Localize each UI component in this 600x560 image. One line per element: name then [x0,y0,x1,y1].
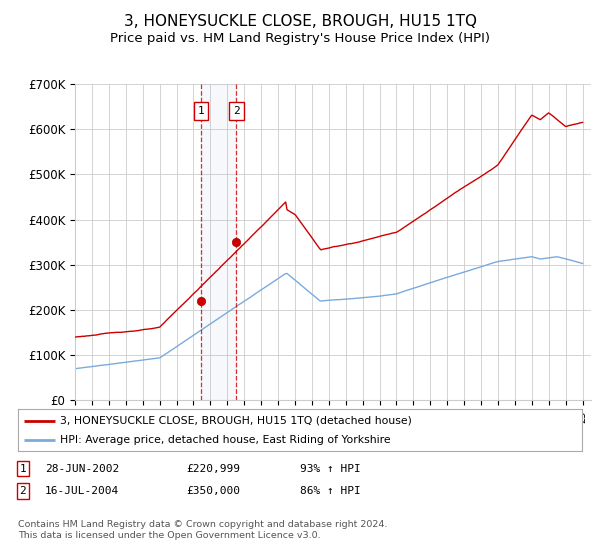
Text: Price paid vs. HM Land Registry's House Price Index (HPI): Price paid vs. HM Land Registry's House … [110,32,490,45]
Text: 1: 1 [19,464,26,474]
Text: £220,999: £220,999 [186,464,240,474]
Text: 3, HONEYSUCKLE CLOSE, BROUGH, HU15 1TQ: 3, HONEYSUCKLE CLOSE, BROUGH, HU15 1TQ [124,14,476,29]
Text: 86% ↑ HPI: 86% ↑ HPI [300,486,361,496]
Text: 28-JUN-2002: 28-JUN-2002 [45,464,119,474]
Text: 2: 2 [233,106,240,116]
Text: Contains HM Land Registry data © Crown copyright and database right 2024.: Contains HM Land Registry data © Crown c… [18,520,388,529]
Text: 2: 2 [19,486,26,496]
Text: HPI: Average price, detached house, East Riding of Yorkshire: HPI: Average price, detached house, East… [60,435,391,445]
Text: 16-JUL-2004: 16-JUL-2004 [45,486,119,496]
Text: 3, HONEYSUCKLE CLOSE, BROUGH, HU15 1TQ (detached house): 3, HONEYSUCKLE CLOSE, BROUGH, HU15 1TQ (… [60,416,412,426]
Bar [201,84,236,400]
Text: 93% ↑ HPI: 93% ↑ HPI [300,464,361,474]
Text: This data is licensed under the Open Government Licence v3.0.: This data is licensed under the Open Gov… [18,531,320,540]
Text: £350,000: £350,000 [186,486,240,496]
Text: 1: 1 [198,106,205,116]
